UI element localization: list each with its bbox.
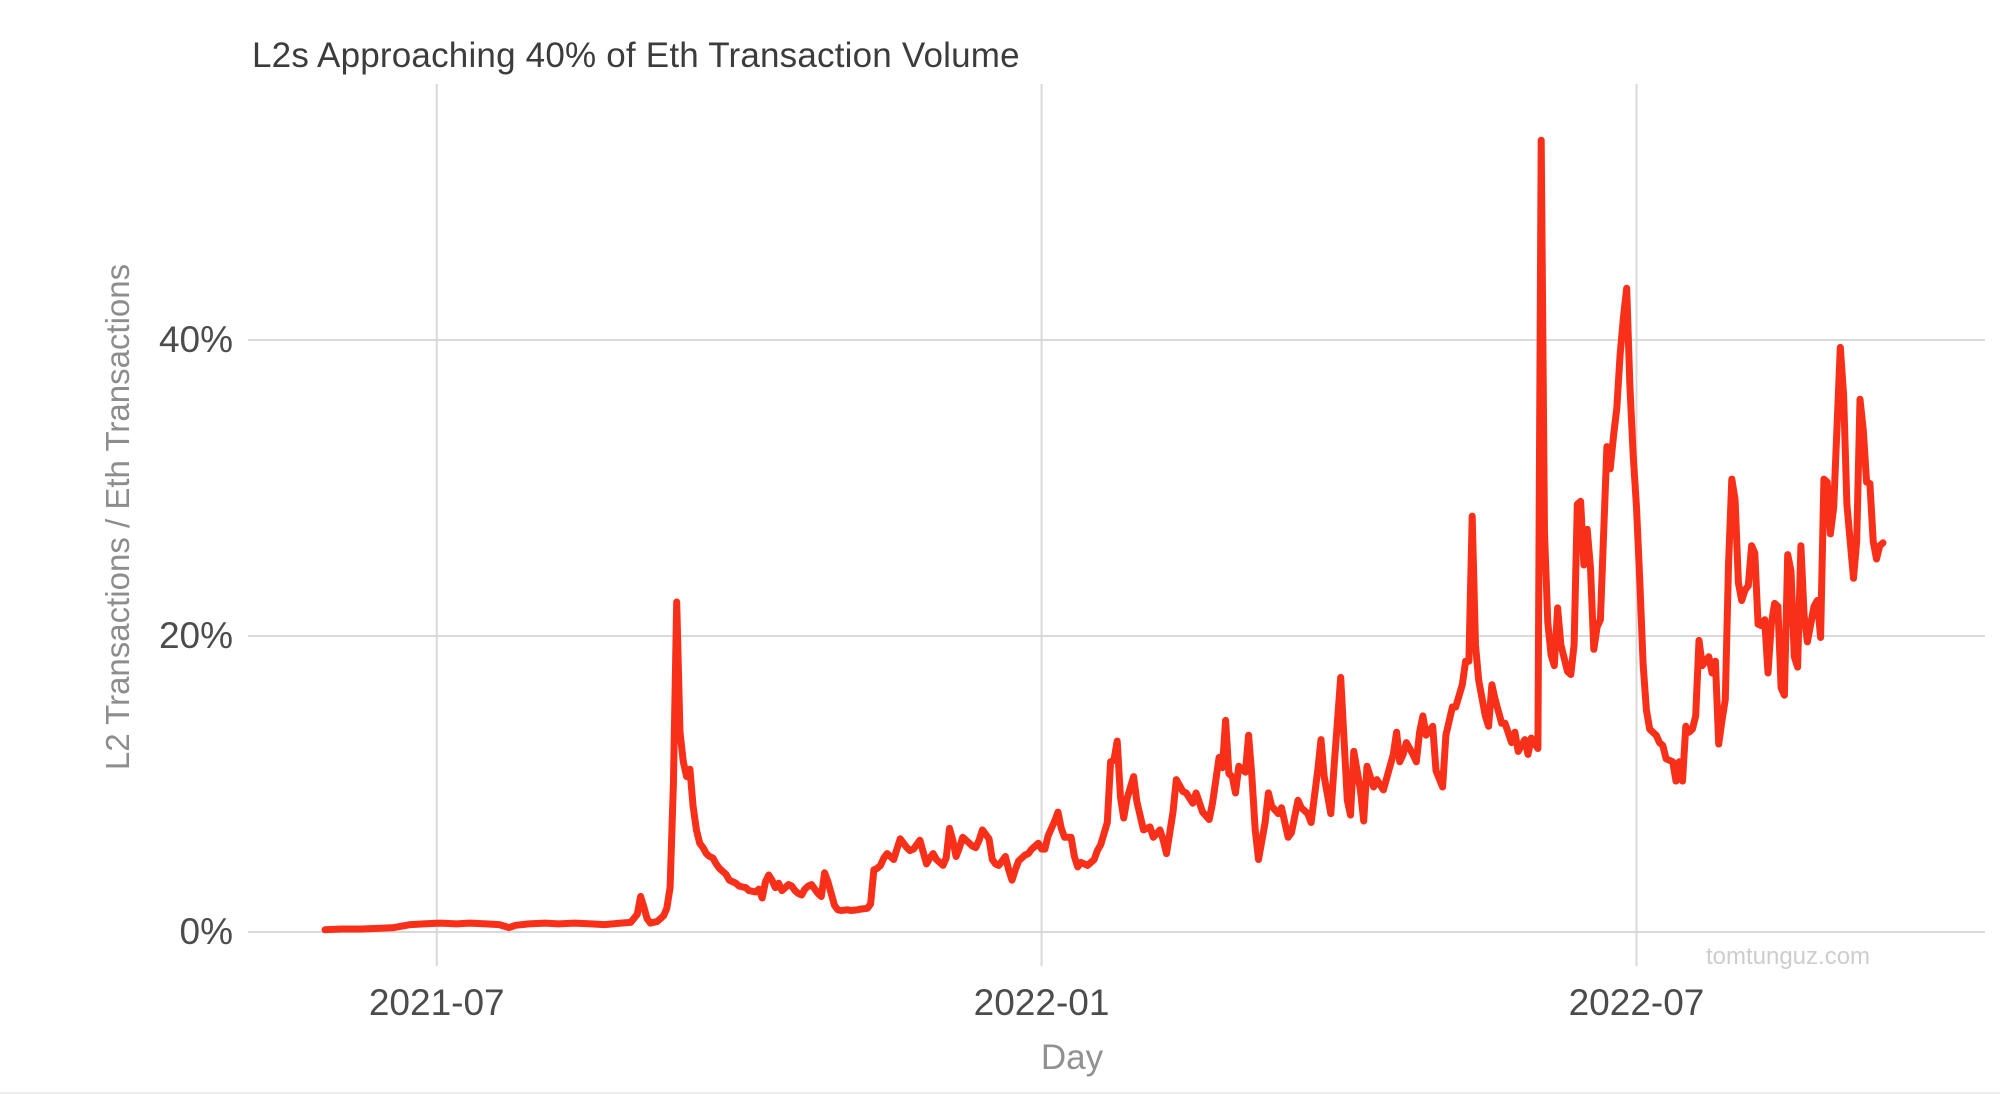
grid-lines: [248, 84, 1985, 966]
y-tick-label: 0%: [179, 911, 233, 952]
bottom-edge-divider: [0, 1092, 2000, 1094]
watermark: tomtunguz.com: [1705, 943, 1871, 970]
series-line-group: [321, 136, 1887, 934]
y-tick-label: 20%: [158, 615, 233, 656]
x-tick-label: 2021-07: [368, 982, 505, 1023]
chart-title: L2s Approaching 40% of Eth Transaction V…: [252, 36, 1020, 75]
x-tick-label: 2022-07: [1568, 982, 1705, 1023]
x-axis-title: Day: [1040, 1038, 1104, 1077]
x-tick-label: 2022-01: [973, 982, 1110, 1023]
y-tick-label: 40%: [158, 319, 233, 360]
series-line: [321, 136, 1887, 934]
